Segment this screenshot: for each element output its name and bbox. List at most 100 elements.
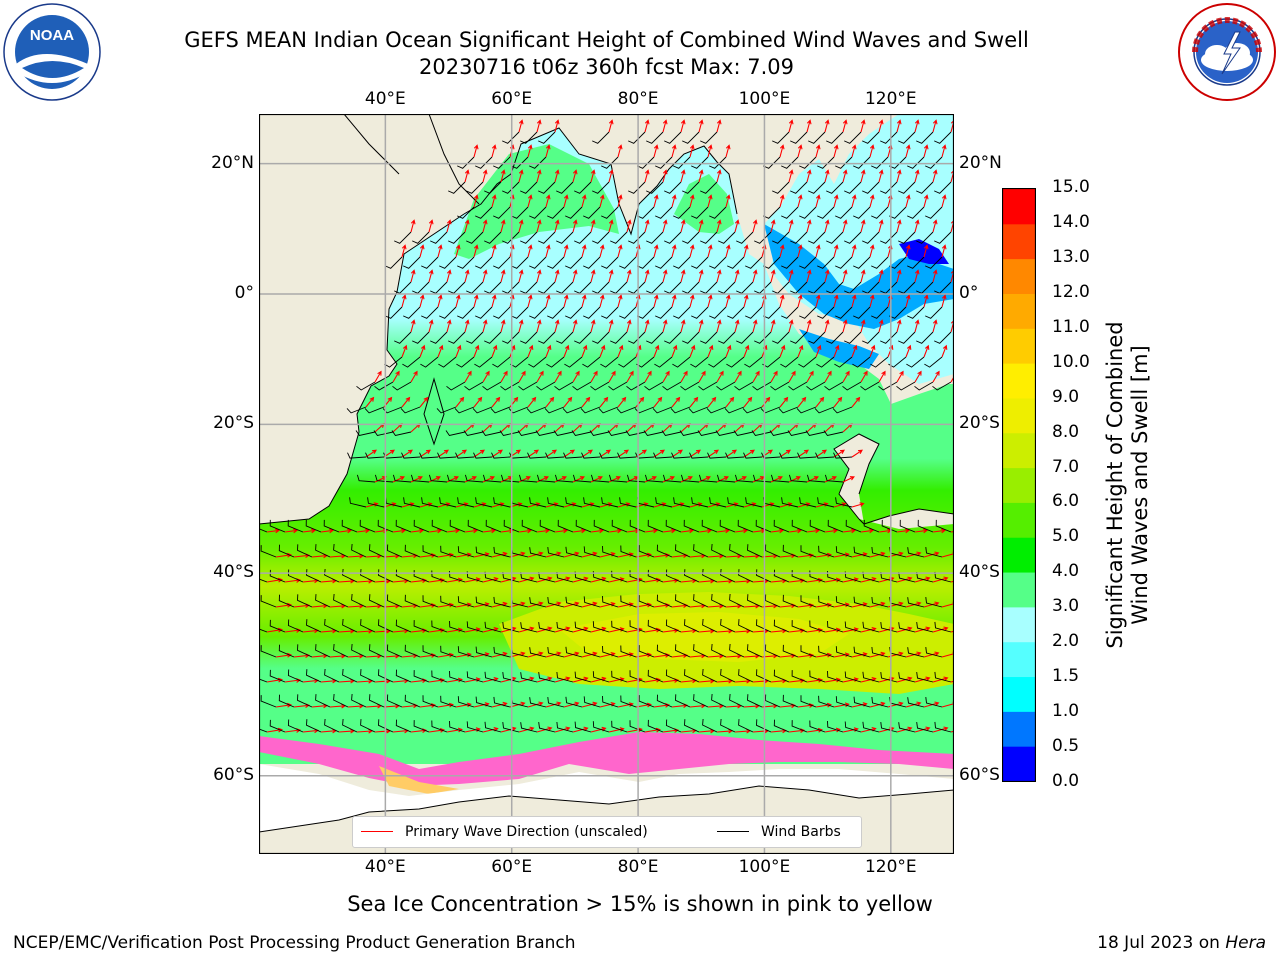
- wind-barb: [673, 156, 691, 169]
- wind-barb: [715, 430, 736, 437]
- wind-barb: [862, 131, 880, 144]
- wind-barb: [420, 356, 439, 368]
- wind-barb: [675, 544, 691, 558]
- wave-direction-arrow: [905, 344, 912, 358]
- wind-barb: [607, 430, 628, 437]
- wind-barb: [702, 668, 718, 683]
- colorbar-tick-label: 0.0: [1052, 771, 1080, 791]
- wave-direction-arrow: [851, 144, 857, 158]
- wind-barb: [401, 452, 421, 459]
- wave-direction-arrow: [833, 344, 840, 358]
- wind-barb: [464, 474, 484, 483]
- wind-barb: [529, 647, 547, 658]
- wind-barb: [720, 618, 736, 633]
- wave-direction-arrow: [779, 144, 785, 158]
- wind-barb: [369, 644, 385, 658]
- wind-barb: [493, 696, 511, 708]
- wind-barb: [287, 669, 304, 683]
- wave-direction-arrow: [419, 603, 437, 608]
- wind-barb: [403, 256, 421, 269]
- wind-barb: [259, 628, 268, 633]
- wind-barb: [563, 452, 583, 459]
- colorbar-tick-label: 14.0: [1052, 211, 1090, 232]
- wave-direction-arrow: [644, 528, 659, 534]
- wind-barb: [413, 570, 430, 583]
- wave-direction-arrow: [743, 294, 749, 308]
- wave-direction-arrow: [320, 528, 335, 534]
- wind-barb: [475, 256, 493, 269]
- wave-direction-arrow: [554, 476, 567, 483]
- wave-direction-arrow: [788, 219, 794, 233]
- wind-barb: [925, 547, 943, 558]
- wind-barb: [431, 720, 448, 733]
- wind-barb: [790, 231, 808, 244]
- wind-barb: [629, 720, 646, 733]
- wind-barb: [455, 452, 475, 459]
- wind-barb: [817, 256, 835, 269]
- arabian-sea-patch: [454, 144, 619, 259]
- wind-barb: [835, 546, 853, 558]
- wave-direction-arrow: [653, 449, 665, 458]
- wave-direction-arrow: [869, 244, 875, 258]
- wave-direction-arrow: [842, 219, 848, 233]
- wave-direction-arrow: [554, 169, 560, 183]
- wind-barb: [853, 156, 871, 169]
- wind-barb: [440, 695, 457, 708]
- wave-direction-arrow: [563, 194, 569, 208]
- wave-direction-arrow: [419, 703, 437, 708]
- wind-barb: [431, 519, 448, 533]
- wind-barb: [440, 595, 457, 608]
- wind-barb: [817, 306, 835, 319]
- wind-barb: [518, 474, 538, 483]
- wind-barb: [565, 306, 583, 319]
- wind-barb: [808, 131, 826, 144]
- wave-direction-arrow: [833, 244, 839, 258]
- wind-barb: [637, 206, 655, 219]
- colorbar-tick-label: 1.5: [1052, 666, 1080, 687]
- wind-barb: [827, 670, 844, 683]
- wind-barb: [438, 356, 457, 368]
- wave-direction-arrow: [671, 396, 681, 408]
- wave-direction-arrow: [806, 370, 814, 383]
- wind-barb: [580, 406, 601, 414]
- wind-barb: [574, 231, 592, 244]
- wind-barb: [502, 181, 520, 194]
- wave-direction-arrow: [725, 449, 737, 458]
- wind-barb: [502, 572, 520, 583]
- wave-direction-arrow: [590, 169, 596, 183]
- wave-direction-arrow: [617, 344, 624, 358]
- wind-barb: [484, 331, 502, 344]
- colorbar-tick-label: 6.0: [1052, 491, 1080, 512]
- wind-barb: [781, 206, 799, 219]
- wind-barb: [475, 206, 493, 219]
- wave-direction-arrow: [761, 449, 773, 458]
- wind-barb: [664, 231, 682, 244]
- wind-barb: [395, 569, 412, 583]
- wind-barb: [853, 256, 871, 269]
- wind-barb: [475, 546, 493, 558]
- wave-direction-arrow: [770, 528, 785, 534]
- wave-direction-arrow: [662, 269, 668, 283]
- wind-barb: [324, 668, 340, 683]
- wind-barb: [726, 356, 745, 368]
- wind-barb: [787, 430, 808, 437]
- wind-barb: [493, 306, 511, 319]
- wind-barb: [934, 621, 952, 633]
- wind-barb: [520, 181, 538, 194]
- wind-barb: [306, 669, 322, 683]
- wave-direction-arrow: [698, 269, 704, 283]
- wind-barb: [934, 331, 952, 344]
- wind-barb: [556, 181, 574, 194]
- wave-direction-arrow: [806, 528, 821, 534]
- wave-direction-arrow: [716, 319, 722, 333]
- wind-barb: [835, 306, 853, 319]
- wave-direction-arrow: [446, 269, 452, 283]
- wind-barb: [707, 452, 727, 459]
- wave-direction-arrow: [410, 319, 416, 333]
- wind-barb: [655, 306, 673, 319]
- colorbar-segment: [1003, 397, 1035, 434]
- wind-barb: [259, 678, 268, 683]
- wind-barb: [529, 206, 547, 219]
- wind-barb: [693, 644, 709, 658]
- wind-barb: [436, 406, 457, 414]
